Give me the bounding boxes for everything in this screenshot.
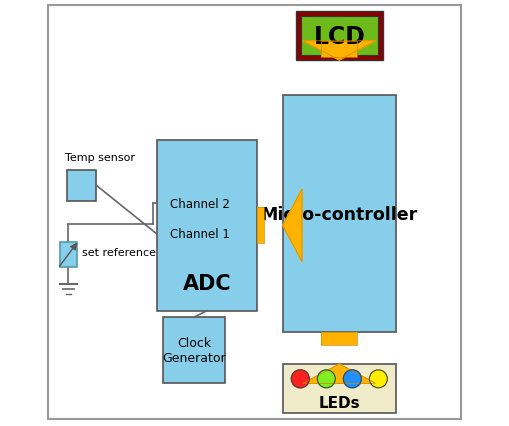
Bar: [282, 364, 395, 413]
Bar: [163, 317, 224, 383]
Text: Clock
Generator: Clock Generator: [162, 337, 225, 364]
Bar: [295, 12, 382, 61]
Circle shape: [369, 370, 386, 388]
Polygon shape: [302, 364, 375, 383]
Text: LCD: LCD: [313, 24, 364, 49]
Circle shape: [317, 370, 334, 388]
Bar: [257, 208, 263, 244]
Text: Micro-controller: Micro-controller: [260, 205, 417, 223]
Text: Channel 2: Channel 2: [169, 197, 229, 210]
Bar: [321, 42, 357, 58]
Bar: [60, 242, 76, 268]
Bar: [321, 332, 357, 345]
Bar: [300, 17, 377, 56]
Text: set reference: set reference: [82, 248, 156, 258]
Text: ADC: ADC: [182, 274, 231, 294]
Bar: [321, 332, 357, 345]
Bar: [156, 141, 257, 311]
Bar: [321, 42, 357, 58]
Bar: [257, 208, 263, 244]
Text: LEDs: LEDs: [318, 395, 359, 410]
Bar: [282, 96, 395, 332]
Polygon shape: [282, 190, 301, 262]
Text: Channel 1: Channel 1: [169, 228, 229, 241]
Circle shape: [343, 370, 360, 388]
Bar: [67, 170, 96, 201]
Circle shape: [291, 370, 308, 388]
Polygon shape: [302, 42, 375, 61]
Text: Temp sensor: Temp sensor: [65, 153, 135, 163]
